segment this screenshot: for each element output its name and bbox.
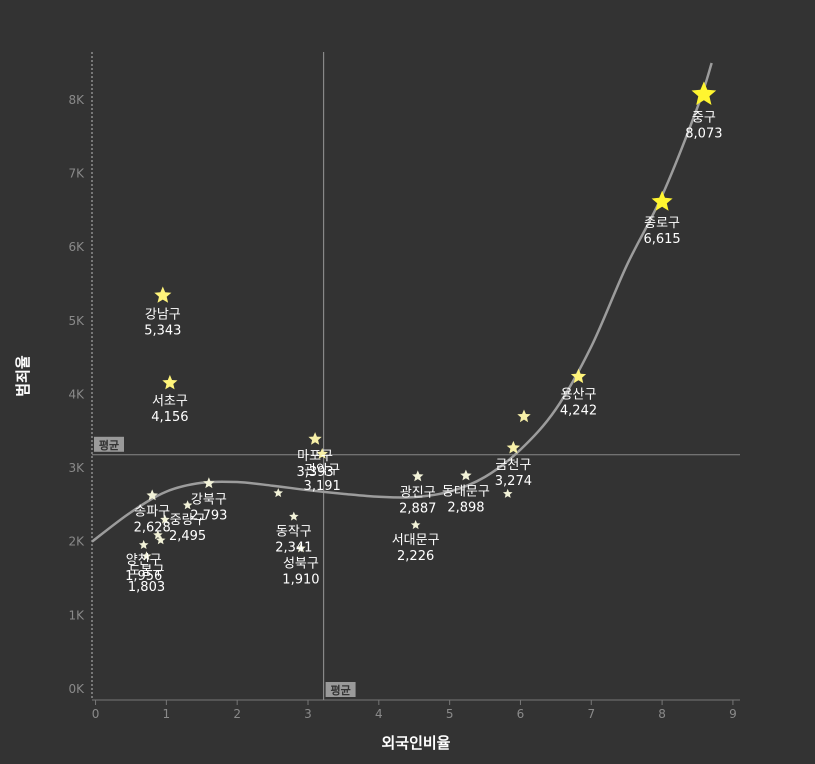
point-value-label: 2,793	[190, 508, 227, 523]
data-point-star	[141, 551, 152, 561]
data-point-star	[570, 368, 587, 384]
point-name-label: 동작구	[276, 525, 312, 540]
point-name-label: 용산구	[561, 388, 597, 403]
data-point-star	[273, 488, 283, 498]
data-point-star	[289, 511, 299, 521]
data-point-star	[146, 489, 158, 501]
point-name-label: 중랑구	[170, 513, 206, 528]
data-point-star	[316, 448, 328, 459]
point-value-label: 8,073	[685, 126, 722, 141]
point-value-label: 4,156	[151, 410, 188, 425]
point-name-label: 양천구	[126, 553, 162, 568]
point-name-label: 서초구	[152, 394, 188, 409]
data-point-star	[203, 477, 215, 489]
x-tick-label: 9	[729, 707, 737, 721]
y-tick-label: 1K	[68, 608, 85, 622]
point-value-label: 3,274	[495, 474, 532, 489]
avg-y-label: 평균	[99, 438, 119, 452]
data-point-star	[182, 500, 193, 510]
point-value-label: 2,495	[169, 529, 206, 544]
data-point-star	[162, 374, 178, 390]
point-name-label: 종로구	[644, 216, 680, 231]
x-tick-label: 5	[446, 707, 454, 721]
data-point-star	[503, 488, 513, 498]
x-tick-label: 4	[375, 707, 383, 721]
y-tick-label: 2K	[68, 535, 85, 549]
point-value-label: 2,887	[399, 501, 436, 516]
point-name-label: 광진구	[400, 485, 436, 500]
y-tick-label: 7K	[68, 167, 85, 181]
data-point-star	[410, 520, 421, 530]
avg-x-badge	[325, 682, 356, 697]
y-tick-label: 0K	[68, 682, 85, 696]
point-name-label: 금천구	[495, 458, 531, 473]
x-axis-title: 외국인비율	[381, 734, 450, 752]
avg-y-badge	[94, 436, 124, 452]
point-value-label: 1,910	[282, 572, 319, 587]
point-value-label: 2,898	[447, 501, 484, 516]
data-point-star	[506, 440, 520, 454]
data-point-star	[160, 514, 170, 524]
point-value-label: 5,343	[144, 324, 181, 339]
x-tick-label: 2	[233, 707, 241, 721]
point-name-label: 동대문구	[442, 485, 490, 500]
point-value-label: 2,226	[397, 549, 434, 564]
y-tick-label: 4K	[68, 387, 85, 401]
point-value-label: 6,615	[643, 232, 680, 247]
point-value-label: 4,242	[560, 404, 597, 419]
data-point-star	[691, 81, 717, 105]
trend-layer	[92, 62, 713, 543]
point-value-label: 1,956	[125, 569, 162, 584]
data-point-star	[138, 539, 149, 549]
data-point-star	[308, 432, 322, 445]
point-name-label: 강북구	[191, 492, 227, 507]
point-name-label: 관악구	[304, 463, 340, 478]
data-point-star	[412, 470, 424, 482]
x-tick-label: 8	[658, 707, 666, 721]
data-point-star	[155, 535, 166, 545]
point-value-label: 3,393	[296, 465, 333, 480]
point-name-label: 중구	[692, 110, 716, 125]
point-value-label: 1,803	[128, 580, 165, 595]
point-name-label: 강남구	[145, 308, 181, 323]
x-tick-label: 6	[517, 707, 525, 721]
data-point-star	[296, 543, 306, 553]
point-name-label: 서대문구	[392, 533, 440, 548]
data-point-star	[517, 409, 531, 423]
x-tick-label: 0	[92, 707, 100, 721]
trend-line	[92, 62, 713, 543]
y-tick-label: 8K	[68, 93, 85, 107]
y-axis-title: 범죄율	[14, 355, 32, 397]
point-value-label: 2,628	[134, 520, 171, 535]
data-point-star	[651, 190, 673, 211]
point-value-label: 3,191	[304, 479, 341, 494]
point-value-label: 2,341	[275, 541, 312, 556]
x-tick-label: 1	[163, 707, 171, 721]
y-tick-label: 3K	[68, 461, 85, 475]
y-tick-label: 6K	[68, 240, 85, 254]
points-layer	[138, 81, 717, 561]
avg-x-label: 평균	[330, 683, 350, 697]
point-name-label: 송파구	[134, 504, 170, 519]
data-point-star	[460, 469, 472, 481]
point-name-label: 성북구	[283, 556, 319, 571]
y-tick-label: 5K	[68, 314, 85, 328]
x-tick-label: 3	[304, 707, 312, 721]
x-tick-label: 7	[587, 707, 595, 721]
data-point-star	[154, 286, 172, 303]
point-name-label: 도봉구	[129, 564, 165, 579]
point-name-label: 마포구	[297, 449, 333, 464]
